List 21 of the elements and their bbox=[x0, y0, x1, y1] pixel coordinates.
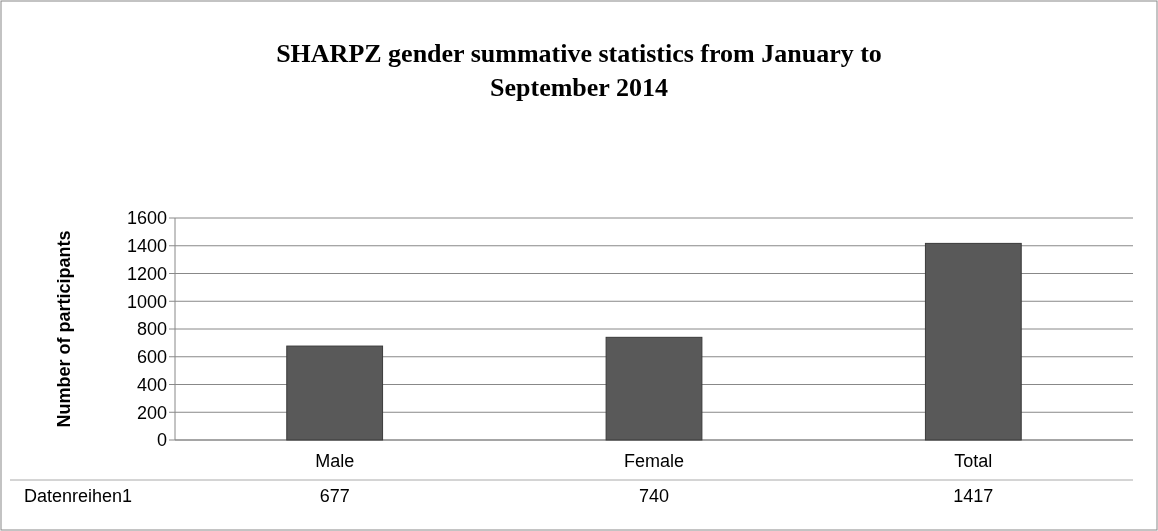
y-tick-label: 200 bbox=[136, 402, 167, 423]
bar bbox=[286, 345, 384, 441]
chart-title: SHARPZ gender summative statistics from January to September 2014 bbox=[276, 39, 882, 102]
y-tick-label: 400 bbox=[136, 374, 167, 395]
y-tick-label: 1200 bbox=[126, 263, 167, 284]
bar bbox=[605, 336, 703, 441]
y-tick-label: 1600 bbox=[126, 208, 167, 229]
data-label: 740 bbox=[638, 486, 670, 506]
x-tick-label: Female bbox=[623, 451, 685, 471]
x-tick-label: Male bbox=[315, 451, 355, 471]
text: Datenreihen1 bbox=[24, 486, 133, 506]
y-tick-label: 1000 bbox=[126, 291, 167, 312]
y-tick-label: 800 bbox=[136, 319, 167, 340]
x-tick-label: Total bbox=[954, 451, 993, 471]
y-axis-title: Number of participants bbox=[54, 230, 74, 428]
data-label: 1417 bbox=[953, 486, 994, 506]
y-tick-label: 0 bbox=[156, 430, 167, 451]
y-tick-label: 1400 bbox=[126, 236, 167, 257]
y-tick-label: 600 bbox=[136, 347, 167, 368]
data-label: 677 bbox=[319, 486, 350, 506]
bar bbox=[924, 242, 1022, 441]
